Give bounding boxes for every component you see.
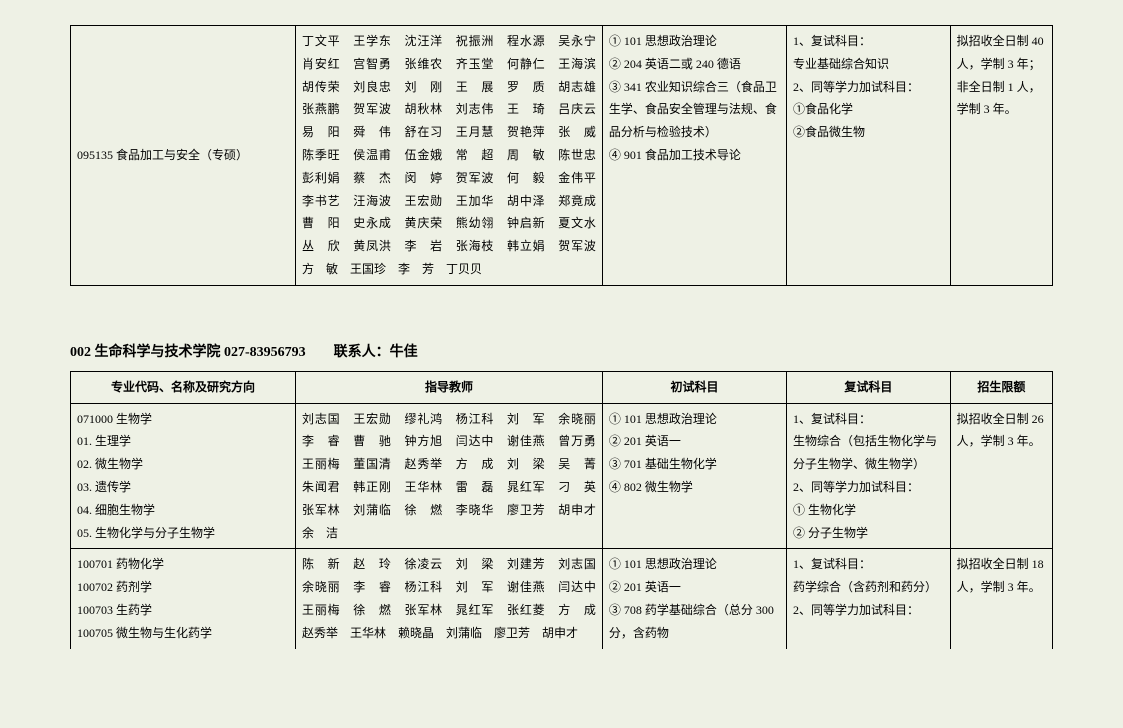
cell-quota: 拟招收全日制 18 人，学制 3 年。 — [950, 549, 1052, 649]
cell-code-name: 071000 生物学 01. 生理学 02. 微生物学 03. 遗传学 04. … — [71, 403, 296, 549]
cell-exam1: ① 101 思想政治理论 ② 201 英语一 ③ 701 基础生物化学 ④ 80… — [602, 403, 786, 549]
header-quota: 招生限额 — [950, 371, 1052, 403]
header-code: 专业代码、名称及研究方向 — [71, 371, 296, 403]
cell-exam2: 1、复试科目： 药学综合（含药剂和药分） 2、同等学力加试科目： — [787, 549, 951, 649]
table-row: 100701 药物化学 100702 药剂学 100703 生药学 100705… — [71, 549, 1053, 649]
cell-exam1: ① 101 思想政治理论 ② 201 英语一 ③ 708 药学基础综合（总分 3… — [602, 549, 786, 649]
header-exam1: 初试科目 — [602, 371, 786, 403]
cell-quota: 拟招收全日制 26 人，学制 3 年。 — [950, 403, 1052, 549]
cell-exam2: 1、复试科目： 生物综合（包括生物化学与分子生物学、微生物学） 2、同等学力加试… — [787, 403, 951, 549]
cell-teachers: 丁文平 王学东 沈汪洋 祝振洲 程水源 吴永宁 肖安红 宫智勇 张维农 齐玉堂 … — [296, 26, 603, 286]
cell-exam2: 1、复试科目： 专业基础综合知识 2、同等学力加试科目： ①食品化学 ②食品微生… — [787, 26, 951, 286]
cell-teachers: 刘志国 王宏勋 缪礼鸿 杨江科 刘 军 余晓丽 李 睿 曹 驰 钟方旭 闫达中 … — [296, 403, 603, 549]
cell-quota: 拟招收全日制 40 人，学制 3 年；非全日制 1 人，学制 3 年。 — [950, 26, 1052, 286]
table-row: 095135 食品加工与安全（专硕） 丁文平 王学东 沈汪洋 祝振洲 程水源 吴… — [71, 26, 1053, 286]
header-exam2: 复试科目 — [787, 371, 951, 403]
header-teachers: 指导教师 — [296, 371, 603, 403]
cell-code-name: 095135 食品加工与安全（专硕） — [71, 26, 296, 286]
cell-teachers: 陈 新 赵 玲 徐凌云 刘 梁 刘建芳 刘志国 余晓丽 李 睿 杨江科 刘 军 … — [296, 549, 603, 649]
cell-exam1: ① 101 思想政治理论 ② 204 英语二或 240 德语 ③ 341 农业知… — [602, 26, 786, 286]
table-life-science: 专业代码、名称及研究方向 指导教师 初试科目 复试科目 招生限额 071000 … — [70, 371, 1053, 649]
table-row: 071000 生物学 01. 生理学 02. 微生物学 03. 遗传学 04. … — [71, 403, 1053, 549]
table-food-safety: 095135 食品加工与安全（专硕） 丁文平 王学东 沈汪洋 祝振洲 程水源 吴… — [70, 25, 1053, 286]
section-title: 002 生命科学与技术学院 027-83956793 联系人：牛佳 — [70, 341, 1053, 361]
table-header-row: 专业代码、名称及研究方向 指导教师 初试科目 复试科目 招生限额 — [71, 371, 1053, 403]
cell-code-name: 100701 药物化学 100702 药剂学 100703 生药学 100705… — [71, 549, 296, 649]
